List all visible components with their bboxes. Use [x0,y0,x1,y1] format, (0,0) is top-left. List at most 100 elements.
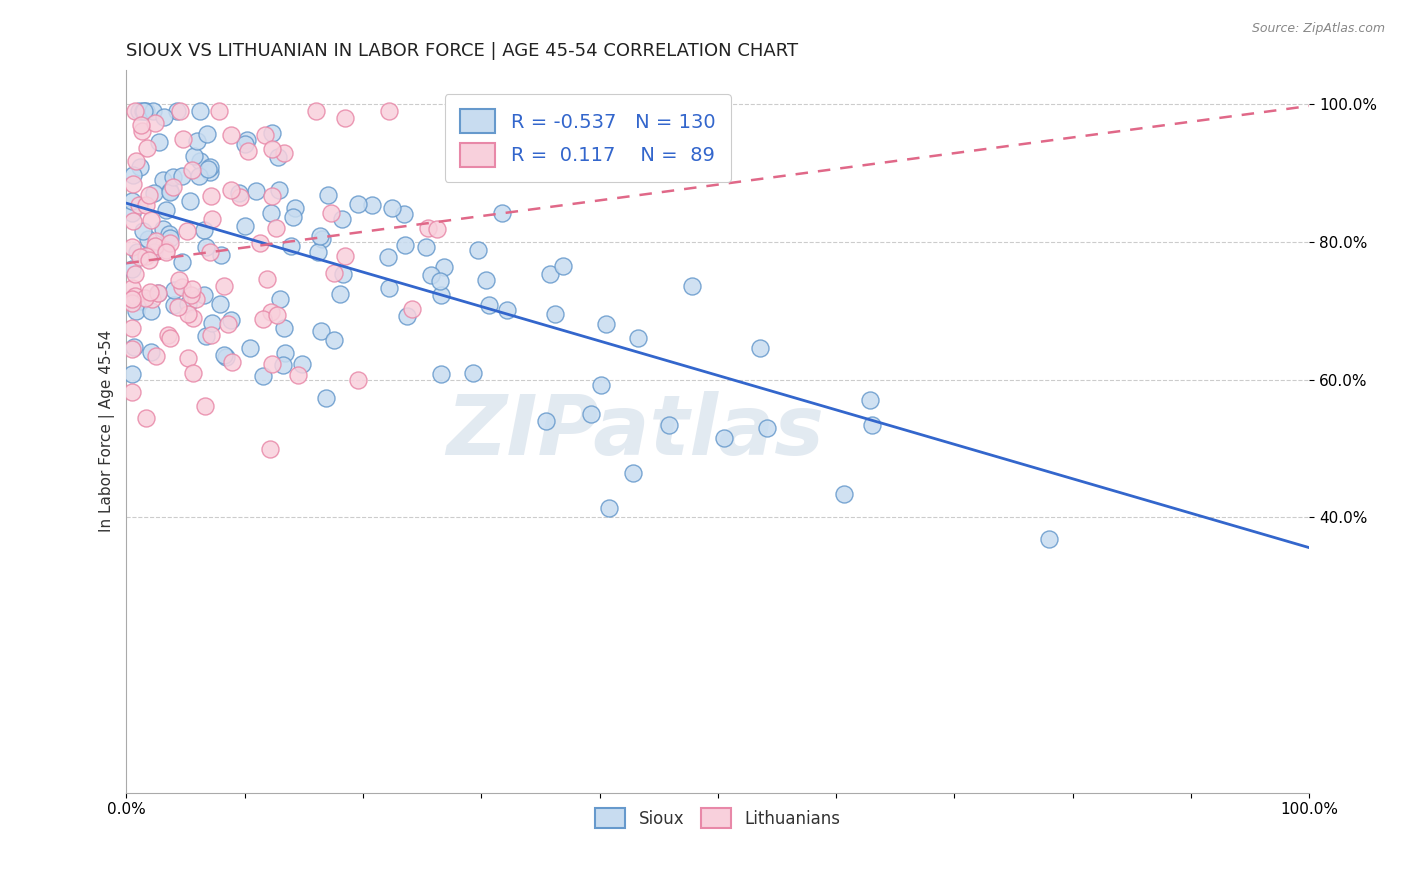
Point [323,333,346,347]
Point [658,418,681,433]
Point [200,244,222,259]
Point [129,294,152,309]
Point [209,248,232,262]
Point [167,273,190,287]
Point [259,442,281,456]
Point [125,154,148,169]
Point [260,358,283,372]
Point [260,126,283,140]
Point [146,285,169,300]
Point [125,244,148,259]
Point [309,324,332,338]
Point [141,345,163,359]
Point [335,249,357,263]
Point [748,341,770,355]
Point [264,221,287,235]
Point [201,212,224,227]
Point [228,186,250,200]
Point [145,234,167,248]
Point [142,244,165,259]
Point [239,341,262,355]
Point [143,239,166,253]
Point [430,367,453,381]
Point [121,206,143,220]
Point [121,261,143,276]
Point [252,311,274,326]
Point [626,331,648,345]
Point [311,232,333,246]
Point [200,160,222,174]
Point [159,330,181,344]
Point [159,235,181,250]
Point [233,137,256,152]
Point [201,316,224,330]
Point [395,310,418,324]
Point [121,321,143,335]
Point [319,205,342,219]
Text: SIOUX VS LITHUANIAN IN LABOR FORCE | AGE 45-54 CORRELATION CHART: SIOUX VS LITHUANIAN IN LABOR FORCE | AGE… [127,42,799,60]
Point [155,203,177,218]
Point [197,161,219,176]
Point [591,378,613,392]
Point [256,272,278,286]
Point [287,368,309,383]
Point [315,391,337,405]
Point [236,133,259,147]
Point [162,283,184,297]
Point [181,281,204,295]
Point [162,180,184,194]
Point [152,222,174,236]
Point [124,289,146,303]
Point [121,384,143,399]
Point [176,297,198,311]
Point [329,287,352,301]
Point [249,236,271,251]
Point [233,219,256,233]
Point [595,318,617,332]
Point [401,302,423,317]
Point [322,266,344,280]
Point [465,103,488,118]
Point [129,160,152,174]
Point [273,320,295,334]
Point [183,311,205,326]
Point [195,328,218,343]
Point [832,487,855,501]
Point [332,267,354,281]
Point [194,400,217,414]
Point [475,273,498,287]
Point [121,281,143,295]
Point [538,267,561,281]
Point [681,279,703,293]
Point [267,150,290,164]
Point [124,267,146,281]
Point [266,308,288,322]
Point [138,232,160,246]
Point [429,288,451,302]
Point [859,392,882,407]
Point [195,127,218,141]
Point [208,103,231,118]
Text: ZIPatlas: ZIPatlas [446,391,824,472]
Point [579,407,602,421]
Point [148,286,170,301]
Point [179,194,201,208]
Point [360,198,382,212]
Point [141,293,163,307]
Point [236,144,259,158]
Point [291,358,314,372]
Point [170,169,193,183]
Point [273,146,295,161]
Point [274,345,297,359]
Point [142,103,165,118]
Point [183,149,205,163]
Point [394,207,416,221]
Point [159,184,181,198]
Point [139,304,162,318]
Point [138,253,160,268]
Point [598,500,620,515]
Point [215,350,238,364]
Point [152,173,174,187]
Point [135,410,157,425]
Point [157,227,180,241]
